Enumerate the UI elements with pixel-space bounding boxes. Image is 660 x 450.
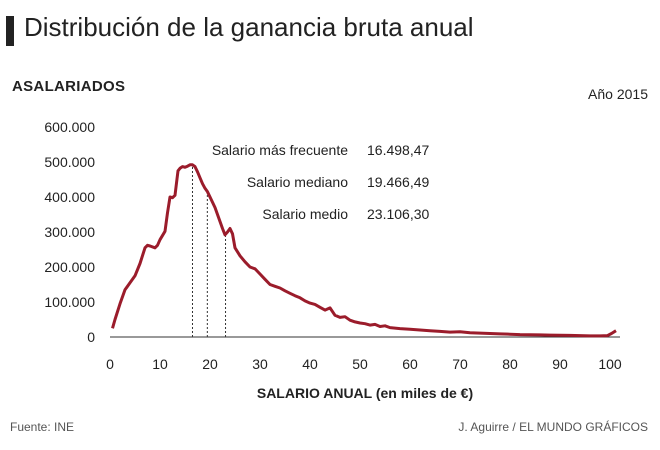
annotations: Salario más frecuente 16.498,47 Salario me… [212, 142, 430, 222]
y-tick-label: 100.000 [44, 294, 95, 310]
x-tick-label: 30 [252, 356, 268, 372]
annotation-label: Salario mediano [247, 174, 348, 190]
annotation-label: Salario medio [262, 206, 348, 222]
y-tick-label: 500.000 [44, 154, 95, 170]
y-tick-label: 300.000 [44, 224, 95, 240]
y-tick-label: 400.000 [44, 189, 95, 205]
annotation-value: 19.466,49 [367, 174, 429, 190]
x-tick-label: 70 [452, 356, 468, 372]
title-accent-bar [6, 16, 14, 46]
x-axis-ticks: 0 10 20 30 40 50 60 70 80 90 100 [106, 356, 622, 372]
median-markers [191, 164, 227, 337]
annotation-label: Salario más frecuente [212, 142, 348, 158]
x-tick-label: 0 [106, 356, 114, 372]
y-tick-label: 600.000 [44, 119, 95, 135]
series-line [111, 163, 617, 338]
y-tick-label: 200.000 [44, 259, 95, 275]
credit-text: J. Aguirre / EL MUNDO GRÁFICOS [458, 420, 648, 434]
x-tick-label: 20 [202, 356, 218, 372]
y-axis-ticks: 0 100.000 200.000 300.000 400.000 500.000 600.… [44, 119, 95, 345]
x-tick-label: 50 [352, 356, 368, 372]
annotation-value: 23.106,30 [367, 206, 429, 222]
page-title: Distribución de la ganancia bruta anual [24, 12, 474, 42]
x-tick-label: 100 [598, 356, 622, 372]
x-tick-label: 90 [552, 356, 568, 372]
annotation-value: 16.498,47 [367, 142, 429, 158]
x-tick-label: 10 [152, 356, 168, 372]
x-axis-label: SALARIO ANUAL (en miles de €) [257, 385, 473, 401]
y-tick-label: 0 [87, 329, 95, 345]
x-tick-label: 80 [502, 356, 518, 372]
source-text: Fuente: INE [10, 420, 75, 434]
y-axis-label: ASALARIADOS [12, 78, 126, 95]
x-tick-label: 60 [402, 356, 418, 372]
year-label: Año 2015 [588, 86, 648, 102]
x-tick-label: 40 [302, 356, 318, 372]
